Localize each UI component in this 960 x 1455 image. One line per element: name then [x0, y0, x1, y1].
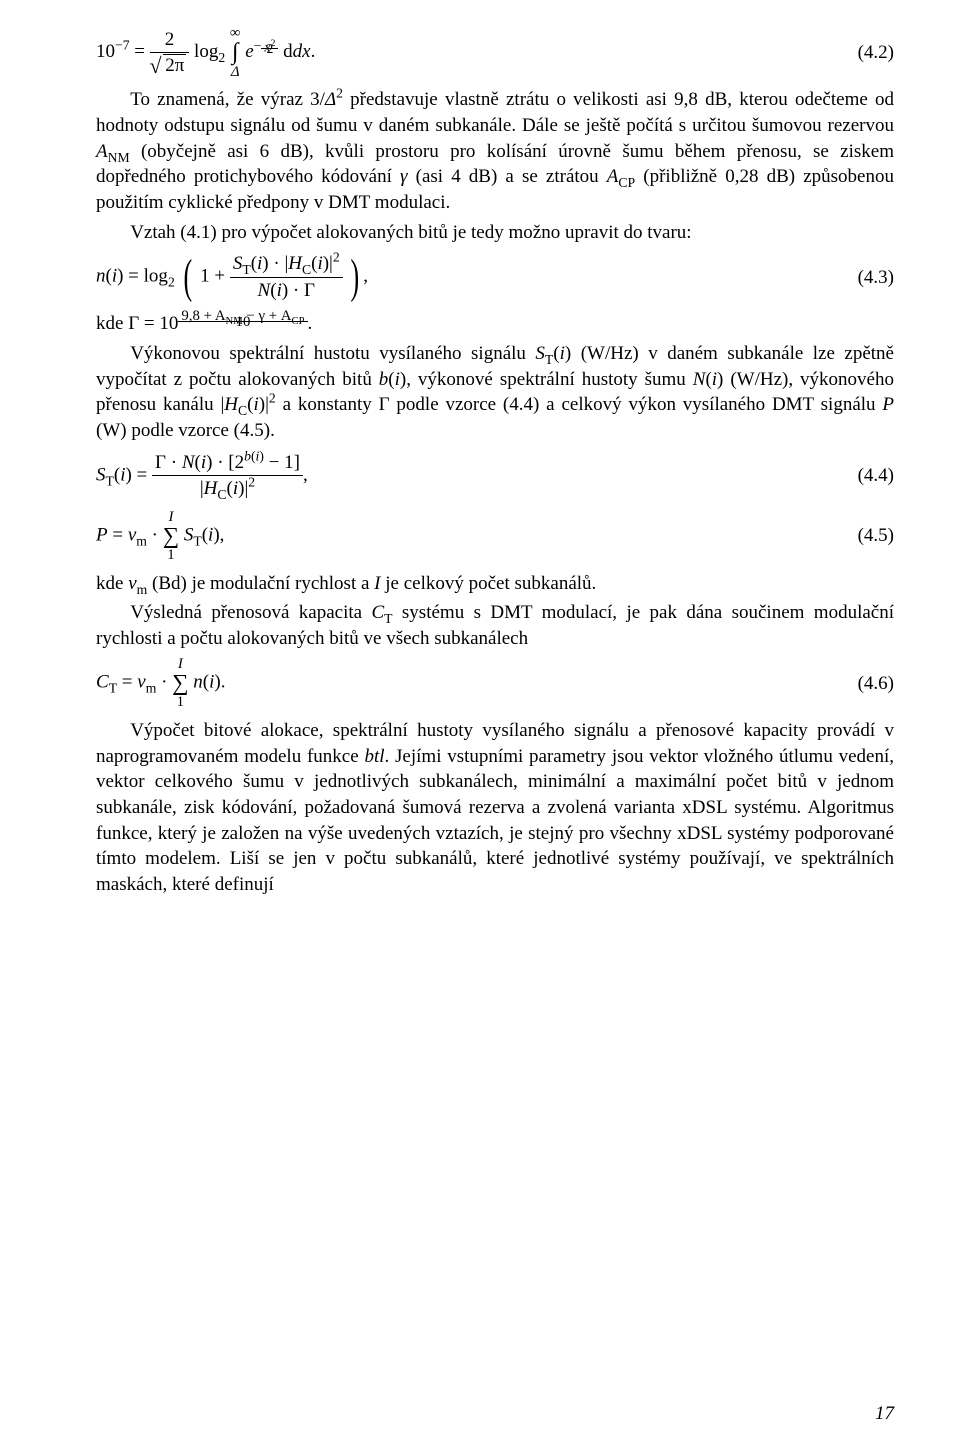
para-2: Vztah (4.1) pro výpočet alokovaných bitů… [96, 220, 894, 246]
eq42-log-base: 2 [218, 50, 225, 65]
eq42-int-low: Δ [230, 65, 241, 80]
page-number: 17 [875, 1401, 894, 1427]
eq-lhs-exp: −7 [115, 38, 130, 53]
eq-4-3-body: n(i) = log2 ( 1 + ST(i) · |HC(i)|2 N(i) … [96, 251, 824, 303]
eq42-e: e [245, 41, 253, 62]
eq42-dx: ddx [283, 41, 310, 62]
eq-4-4-body: ST(i) = Γ · N(i) · [2b(i) − 1] |HC(i)|2 … [96, 450, 824, 502]
eq-4-2-body: 10−7 = 2 2π log2 ∞∫Δ e−x22 ddx. [96, 26, 824, 79]
eq-4-6-number: (4.6) [824, 671, 894, 697]
eq42-front-num: 2 [150, 27, 190, 53]
kde-gamma-line: kde Γ = 109,8 + ANM − γ + ACP10. [96, 311, 894, 337]
para-4: kde vm (Bd) je modulační rychlost a I je… [96, 571, 894, 597]
eq-4-5-body: P = vm · I∑1 ST(i), [96, 510, 824, 563]
para-6: Výpočet bitové alokace, spektrální husto… [96, 718, 894, 897]
equation-4-6: CT = vm · I∑1 n(i). (4.6) [96, 657, 894, 710]
equation-4-4: ST(i) = Γ · N(i) · [2b(i) − 1] |HC(i)|2 … [96, 450, 894, 502]
para-5: Výsledná přenosová kapacita CT systému s… [96, 600, 894, 651]
equation-4-3: n(i) = log2 ( 1 + ST(i) · |HC(i)|2 N(i) … [96, 251, 894, 303]
eq-4-3-number: (4.3) [824, 265, 894, 291]
eq-4-4-number: (4.4) [824, 463, 894, 489]
eq42-front-den: 2π [163, 54, 186, 76]
para-1: To znamená, že výraz 3/Δ2 představuje vl… [96, 87, 894, 215]
eq42-dot: . [311, 41, 316, 62]
equation-4-2: 10−7 = 2 2π log2 ∞∫Δ e−x22 ddx. (4.2) [96, 26, 894, 79]
eq-4-2-number: (4.2) [824, 40, 894, 66]
para-3: Výkonovou spektrální hustotu vysílaného … [96, 341, 894, 444]
eq-4-6-body: CT = vm · I∑1 n(i). [96, 657, 824, 710]
eq-lhs-base: 10 [96, 41, 115, 62]
equation-4-5: P = vm · I∑1 ST(i), (4.5) [96, 510, 894, 563]
eq-4-5-number: (4.5) [824, 523, 894, 549]
